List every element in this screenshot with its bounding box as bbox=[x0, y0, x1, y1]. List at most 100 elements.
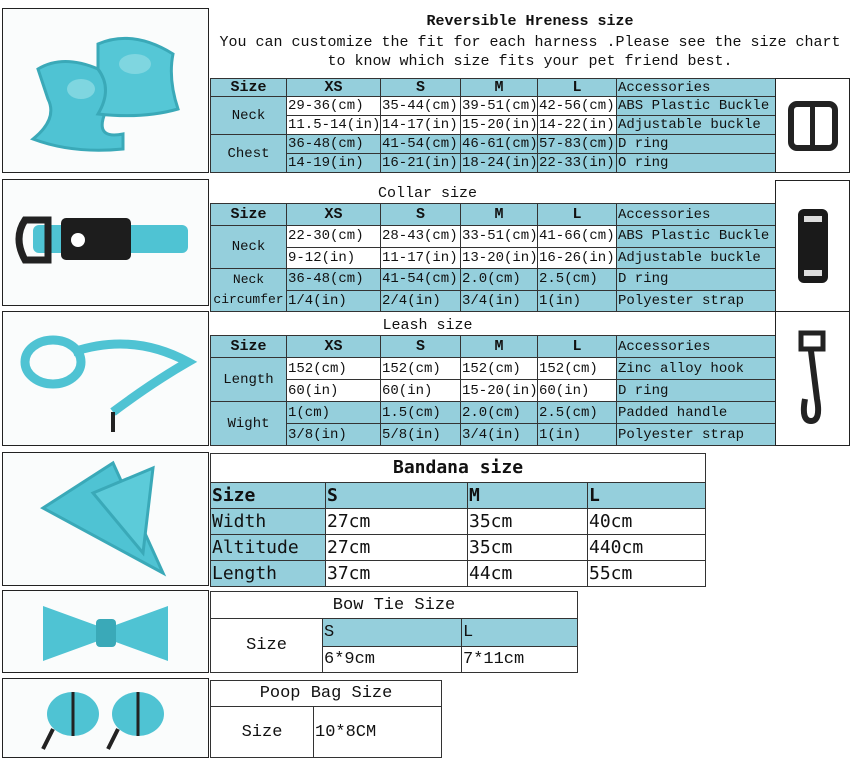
row-label: Width bbox=[210, 508, 326, 535]
table-row: Altitude 27cm 35cm 440cm bbox=[210, 534, 707, 561]
value-cell: 16-21(in) bbox=[380, 153, 461, 173]
header-cell: L bbox=[537, 78, 617, 97]
value-cell: 36-48(cm) bbox=[286, 134, 381, 154]
table-row: 14-19(in) 16-21(in) 18-24(in) 22-33(in) O ri… bbox=[211, 153, 776, 173]
value-cell: 41-66(cm) bbox=[537, 225, 617, 248]
slider-buckle-icon bbox=[787, 100, 838, 151]
harness-title: Reversible Hreness size bbox=[426, 13, 634, 30]
value-cell: 37cm bbox=[325, 560, 468, 587]
header-cell: XS bbox=[286, 78, 381, 97]
header-cell: M bbox=[460, 78, 538, 97]
table-row: Length 37cm 44cm 55cm bbox=[210, 560, 707, 587]
accessory-cell: Zinc alloy hook bbox=[616, 357, 776, 380]
title-row: Bandana size bbox=[209, 453, 707, 483]
row-label: Altitude bbox=[210, 534, 326, 561]
value-cell: 152(cm) bbox=[460, 357, 538, 380]
header-row: Size S L bbox=[210, 618, 579, 673]
value-cell: 41-54(cm) bbox=[380, 134, 461, 154]
value-cell: 3/4(in) bbox=[460, 423, 538, 446]
accessory-cell: O ring bbox=[616, 153, 776, 173]
poop-bag-title: Poop Bag Size bbox=[210, 680, 442, 707]
row-label: Size bbox=[210, 618, 323, 673]
table-row: Width 27cm 35cm 40cm bbox=[210, 508, 707, 535]
value-cell: 60(in) bbox=[537, 379, 617, 402]
header-cell: S bbox=[380, 203, 461, 226]
value-cell: 46-61(cm) bbox=[460, 134, 538, 154]
header-row: Size XS S M L Accessories bbox=[210, 335, 776, 358]
value-cell: 1(in) bbox=[537, 289, 617, 312]
header-row: Size XS S M L Accessories bbox=[210, 203, 776, 226]
value-cell: 2.0(cm) bbox=[460, 401, 538, 424]
table-row: Neck 22-30(cm) 28-43(cm) 33-51(cm) 41-66(cm)… bbox=[210, 225, 776, 269]
accessory-cell: Polyester strap bbox=[616, 289, 776, 312]
value-cell: 3/8(in) bbox=[286, 423, 381, 446]
bandana-title: Bandana size bbox=[209, 453, 707, 483]
value-cell: 35-44(cm) bbox=[380, 96, 461, 116]
accessory-cell: D ring bbox=[616, 379, 776, 402]
value-cell: 16-26(in) bbox=[537, 246, 617, 269]
poop-bag-photo bbox=[2, 678, 209, 758]
poop-bag-size-table: Poop Bag Size Size 10*8CM bbox=[210, 680, 442, 758]
header-cell: S bbox=[322, 618, 462, 647]
leash-accessory-photo bbox=[775, 311, 850, 446]
row-label: Wight bbox=[210, 401, 287, 446]
value-cell: 2.5(cm) bbox=[537, 268, 617, 291]
value-cell: 40cm bbox=[586, 508, 707, 535]
value-cell: 1.5(cm) bbox=[380, 401, 461, 424]
value-cell: 22-30(cm) bbox=[286, 225, 381, 248]
table-row: Length 152(cm) 152(cm) 152(cm) 152(cm) Zinc a… bbox=[210, 357, 776, 402]
leash-title: Leash size bbox=[382, 317, 473, 334]
dog-leash-icon bbox=[20, 335, 198, 432]
collar-size-table: Size XS S M L Accessories Neck 22-30(cm) 28-43(c… bbox=[210, 203, 776, 312]
value-cell: 41-54(cm) bbox=[380, 268, 461, 291]
accessory-cell: ABS Plastic Buckle bbox=[616, 225, 776, 248]
poop-bag-holder-icon bbox=[41, 692, 164, 750]
value-cell: 42-56(cm) bbox=[537, 96, 617, 116]
value-cell: 60(in) bbox=[380, 379, 461, 402]
value-cell: 2.0(cm) bbox=[460, 268, 538, 291]
value-cell: 2/4(in) bbox=[380, 289, 461, 312]
row-label: Neck bbox=[210, 225, 287, 269]
leash-photo bbox=[2, 311, 209, 446]
dog-collar-icon bbox=[15, 216, 188, 264]
collar-title: Collar size bbox=[377, 185, 478, 202]
bow-tie-size-table: Bow Tie Size Size S L 6*9cm 7*11cm bbox=[209, 591, 579, 673]
table-row: 3/8(in) 5/8(in) 3/4(in) 1(in) Polyester stra… bbox=[211, 423, 776, 446]
row-label: Length bbox=[210, 357, 287, 402]
value-cell: 152(cm) bbox=[380, 357, 461, 380]
leash-size-table: Size XS S M L Accessories Length 152(cm) 152(cm)… bbox=[210, 335, 776, 446]
table-row: Wight 1(cm) 1.5(cm) 2.0(cm) 2.5(cm) Padded ha… bbox=[210, 401, 776, 446]
value-cell: 7*11cm bbox=[460, 646, 579, 673]
row-label: Length bbox=[210, 560, 326, 587]
value-cell: 3/4(in) bbox=[460, 289, 538, 312]
snap-hook-icon bbox=[798, 330, 825, 424]
value-cell: 1(in) bbox=[537, 423, 617, 446]
header-cell: Size bbox=[210, 482, 326, 509]
header-cell: Size bbox=[210, 335, 287, 358]
value-cell: 39-51(cm) bbox=[460, 96, 538, 116]
accessory-cell: Adjustable buckle bbox=[616, 246, 776, 269]
bow-tie-photo bbox=[2, 590, 209, 673]
harness-accessory-photo bbox=[775, 78, 850, 173]
title-row: Bow Tie Size bbox=[209, 591, 579, 619]
value-cell: 27cm bbox=[325, 508, 468, 535]
value-cell: 5/8(in) bbox=[380, 423, 461, 446]
value-cell: 15-20(in) bbox=[460, 379, 538, 402]
value-cell: 28-43(cm) bbox=[380, 225, 461, 248]
header-cell-accessories: Accessories bbox=[616, 335, 776, 358]
value-cell: 9-12(in) bbox=[286, 246, 381, 269]
value-cell: 44cm bbox=[467, 560, 588, 587]
table-row: 6*9cm 7*11cm bbox=[211, 646, 579, 673]
row-label: Neck circumfer bbox=[210, 268, 287, 312]
harness-photo bbox=[2, 8, 209, 173]
header-cell: L bbox=[537, 203, 617, 226]
table-row: Size 10*8CM bbox=[210, 706, 442, 758]
value-cell: 22-33(in) bbox=[537, 153, 617, 173]
value-cell: 57-83(cm) bbox=[537, 134, 617, 154]
harness-size-table: Size XS S M L Accessories Neck 29-36(cm) 35-44(c… bbox=[210, 78, 776, 173]
table-row: Neck 29-36(cm) 35-44(cm) 39-51(cm) 42-56(cm)… bbox=[210, 96, 776, 135]
header-cell: S bbox=[380, 335, 461, 358]
collar-accessory-photo bbox=[775, 180, 850, 312]
table-row: 60(in) 60(in) 15-20(in) 60(in) D ring bbox=[211, 379, 776, 402]
